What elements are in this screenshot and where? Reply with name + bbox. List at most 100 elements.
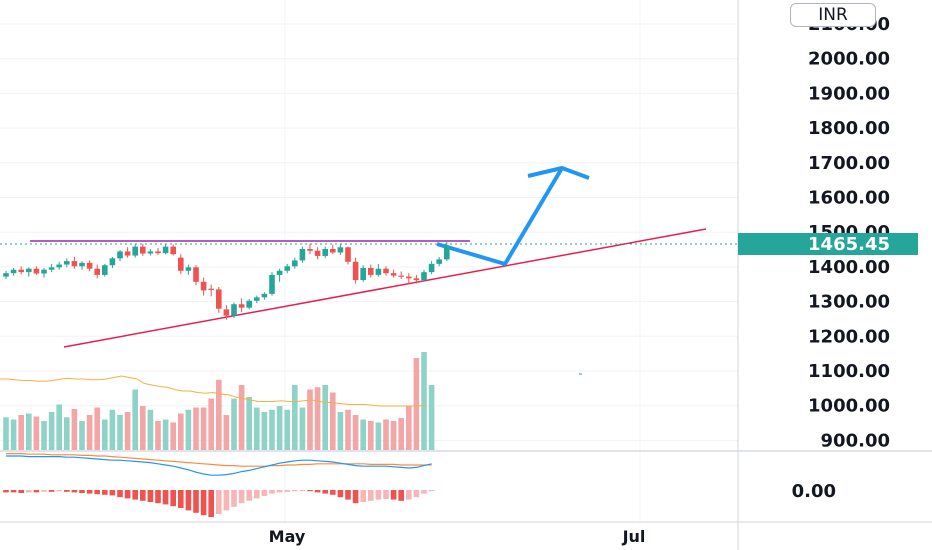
candle-body [299, 249, 306, 261]
volume-bar [200, 407, 207, 451]
volume-bar [337, 412, 344, 451]
macd-histogram-bar [231, 490, 237, 507]
candle-body [41, 269, 47, 274]
macd-histogram-bar [337, 490, 344, 498]
volume-bar [428, 385, 435, 451]
macd-histogram-bar [170, 490, 176, 507]
volume-bar [79, 421, 85, 451]
projection-arrow-head [527, 166, 590, 180]
volume-bar [185, 409, 192, 451]
macd-histogram-bar [360, 490, 366, 502]
candle-body [368, 268, 374, 275]
volume-bar [124, 412, 131, 451]
candle-body [94, 268, 100, 275]
volume-bar [390, 421, 397, 451]
volume-bar [26, 413, 32, 451]
candle-body [413, 278, 420, 281]
candle-body [140, 246, 146, 254]
macd-histogram-bar [48, 490, 55, 492]
macd-histogram-bar [200, 490, 207, 516]
macd-histogram-bar [413, 490, 420, 498]
volume-bar [155, 421, 161, 451]
macd-histogram-bar [269, 490, 275, 494]
candle-body [352, 261, 359, 281]
macd-signal-line [6, 453, 432, 467]
volume-bar [10, 419, 17, 451]
macd-histogram-bar [193, 490, 199, 513]
currency-button[interactable]: INR [790, 3, 876, 27]
candle-body [178, 257, 184, 271]
candle-body [162, 246, 169, 254]
volume-bar [345, 409, 351, 451]
volume-bar [421, 352, 427, 451]
volume-bar [314, 387, 321, 451]
macd-histogram-bar [33, 490, 40, 493]
candle-body [330, 249, 336, 253]
candle-body [124, 251, 131, 256]
candle-body [314, 250, 321, 256]
volume-bar [94, 407, 100, 451]
macd-histogram-bar [71, 490, 78, 493]
candle-body [216, 289, 222, 309]
candle-body [383, 268, 389, 274]
price-tick-label: 1000.00 [808, 396, 890, 417]
drawings[interactable] [0, 166, 738, 375]
candle-body [261, 293, 268, 298]
candle-body [238, 304, 245, 308]
macd-histogram-bar [26, 490, 32, 493]
candle-body [33, 268, 40, 274]
candle-body [193, 267, 199, 282]
candle-body [200, 281, 207, 291]
price-tick-label: 1100.00 [808, 361, 890, 382]
volume-bar [147, 409, 154, 451]
candle-body [86, 262, 93, 269]
volume-bar [307, 389, 313, 451]
volume-bar [18, 415, 24, 451]
volume-bar [276, 406, 283, 451]
support-trendline [63, 228, 707, 348]
macd-histogram-bar [284, 490, 290, 492]
macd-histogram-bar [155, 490, 161, 504]
volume-bar [140, 406, 146, 451]
macd-histogram-bar [261, 490, 268, 496]
candle-body [79, 262, 85, 267]
candle-body [132, 246, 138, 256]
volume-bar [299, 407, 306, 451]
candle-body [170, 246, 176, 255]
macd-histogram-bar [276, 490, 283, 493]
volume-pane [0, 352, 435, 451]
macd-histogram-bar [421, 490, 427, 494]
candle-body [223, 309, 230, 316]
macd-histogram-bar [124, 490, 131, 499]
price-tick-label: 900.00 [821, 430, 890, 451]
volume-bar [208, 398, 214, 451]
candle-body [109, 258, 116, 266]
candle-body [360, 268, 366, 281]
candle-body [185, 267, 192, 271]
macd-histogram-bar [223, 490, 230, 511]
candle-body [117, 251, 123, 259]
volume-bar [368, 421, 374, 451]
candle-body [269, 274, 275, 294]
candle-body [102, 265, 108, 275]
macd-histogram-bar [41, 490, 47, 492]
macd-histogram-bar [18, 490, 24, 493]
candle-body [421, 272, 427, 281]
macd-histogram-bar [64, 490, 70, 492]
candle-body [428, 263, 435, 273]
macd-line [6, 455, 432, 476]
macd-histogram-bar [132, 490, 138, 500]
last-price-label: 1465.45 [808, 234, 890, 255]
candle-body [155, 251, 161, 254]
volume-bar [246, 397, 252, 451]
candle-body [48, 267, 55, 270]
candle-body [307, 249, 313, 251]
volume-bar [261, 412, 268, 451]
volume-bar [132, 389, 138, 451]
candle-body [322, 249, 328, 256]
candle-body [208, 288, 214, 290]
candle-body [436, 259, 442, 264]
volume-bar [64, 417, 70, 451]
